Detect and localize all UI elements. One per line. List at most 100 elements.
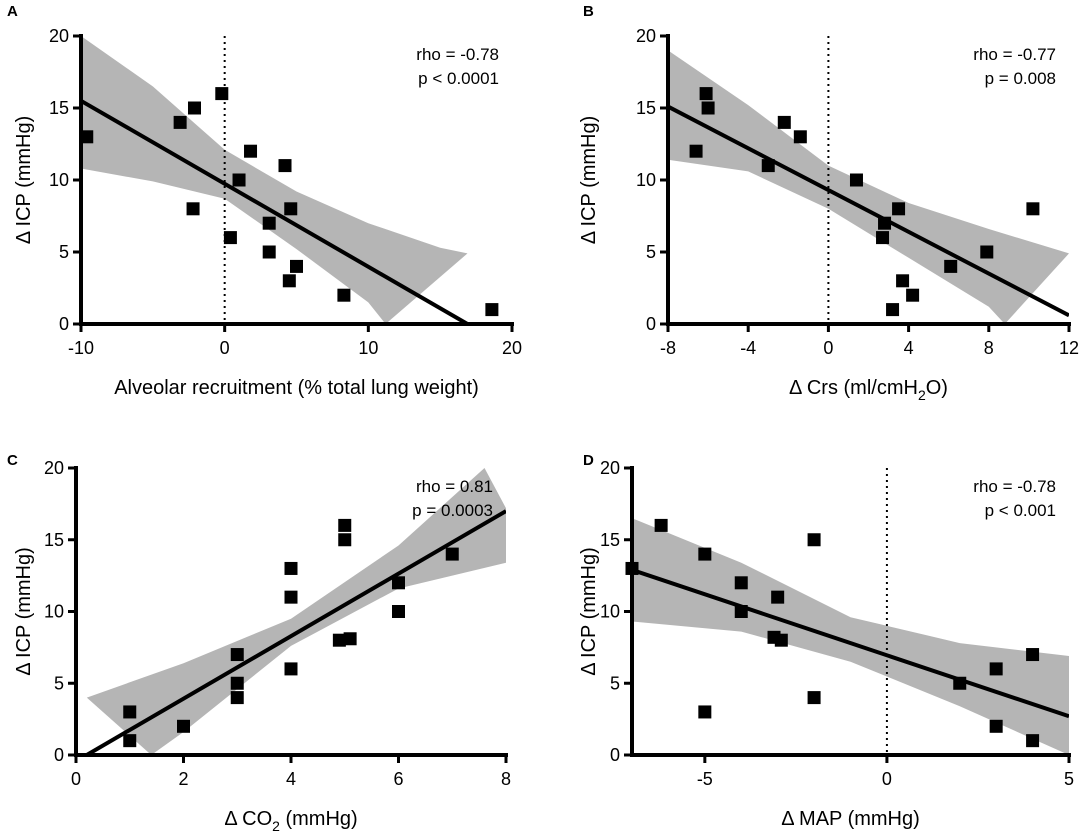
y-tick-label: 0 <box>59 314 69 334</box>
y-tick-label: 15 <box>636 98 656 118</box>
y-tick-label: 15 <box>49 98 69 118</box>
regression-line <box>85 509 506 755</box>
y-tick-label: 5 <box>54 673 64 693</box>
panel-label: A <box>7 3 18 20</box>
y-axis-label: Δ ICP (mmHg) <box>578 116 600 245</box>
data-point <box>1026 734 1040 748</box>
x-tick-label: -5 <box>697 769 713 789</box>
data-point <box>338 518 352 532</box>
regression-line <box>668 104 1069 318</box>
data-point <box>774 633 788 647</box>
data-point <box>807 533 821 547</box>
x-tick-label: 2 <box>178 769 188 789</box>
panel-label: B <box>583 3 594 20</box>
confidence-band <box>81 36 468 324</box>
x-axis-label: Δ CO2 (mmHg) <box>224 808 357 834</box>
data-point <box>262 245 276 259</box>
data-point <box>485 303 499 317</box>
data-point <box>849 173 863 187</box>
x-tick-label: 10 <box>358 338 378 358</box>
x-tick-label: 20 <box>502 338 522 358</box>
data-point <box>284 590 298 604</box>
y-tick-label: 10 <box>49 170 69 190</box>
data-point <box>878 216 892 230</box>
y-axis-label: Δ ICP (mmHg) <box>578 547 600 676</box>
x-tick-label: 8 <box>501 769 511 789</box>
data-point <box>284 561 298 575</box>
y-tick-label: 15 <box>44 530 64 550</box>
data-point <box>232 173 246 187</box>
stat-annotation: p = 0.0003 <box>412 501 493 520</box>
data-point <box>187 101 201 115</box>
data-point <box>186 202 200 216</box>
data-point <box>807 691 821 705</box>
data-point <box>392 605 405 618</box>
data-point <box>777 115 791 129</box>
x-tick-label: 12 <box>1059 338 1079 358</box>
x-tick-label: 0 <box>823 338 833 358</box>
data-point <box>80 130 94 144</box>
data-point <box>793 130 807 144</box>
data-point <box>953 676 967 690</box>
data-point <box>123 734 137 748</box>
y-tick-label: 20 <box>44 458 64 478</box>
data-point <box>337 288 351 302</box>
x-tick-label: 8 <box>984 338 994 358</box>
data-point <box>892 202 906 216</box>
data-point <box>944 259 958 273</box>
data-point <box>886 303 900 317</box>
confidence-band <box>86 468 506 755</box>
data-point <box>698 547 712 561</box>
y-tick-label: 15 <box>600 530 620 550</box>
stat-annotation: p < 0.0001 <box>418 69 499 88</box>
data-point <box>173 115 187 129</box>
confidence-band <box>668 50 1069 324</box>
data-point <box>284 662 298 676</box>
regression-line <box>81 99 469 324</box>
x-tick-label: 0 <box>220 338 230 358</box>
y-tick-label: 5 <box>610 673 620 693</box>
data-point <box>625 561 639 575</box>
stat-annotation: rho = -0.77 <box>973 45 1056 64</box>
data-point <box>332 633 346 647</box>
data-point <box>906 288 920 302</box>
y-axis-label: Δ ICP (mmHg) <box>13 116 35 245</box>
data-point <box>761 159 775 173</box>
data-point <box>896 274 910 288</box>
y-axis-label: Δ ICP (mmHg) <box>13 547 35 676</box>
confidence-band <box>632 518 1069 755</box>
data-point <box>1026 202 1040 216</box>
data-point <box>699 87 713 101</box>
y-tick-label: 5 <box>646 242 656 262</box>
y-tick-label: 0 <box>610 745 620 765</box>
data-point <box>244 144 258 158</box>
y-tick-label: 10 <box>636 170 656 190</box>
x-tick-label: 0 <box>882 769 892 789</box>
data-point <box>771 590 785 604</box>
y-tick-label: 20 <box>600 458 620 478</box>
data-point <box>262 216 276 230</box>
data-point <box>282 274 296 288</box>
y-tick-label: 20 <box>636 26 656 46</box>
data-point <box>338 533 352 547</box>
x-tick-label: 4 <box>904 338 914 358</box>
data-point <box>734 605 748 618</box>
data-point <box>989 719 1003 733</box>
data-point <box>392 576 405 590</box>
stat-annotation: rho = -0.78 <box>416 45 499 64</box>
data-point <box>177 719 190 733</box>
data-point <box>230 648 244 662</box>
x-tick-label: -10 <box>68 338 94 358</box>
panel-label: D <box>583 452 594 469</box>
x-tick-label: 0 <box>71 769 81 789</box>
y-tick-label: 0 <box>646 314 656 334</box>
data-point <box>343 632 357 646</box>
data-point <box>701 101 715 115</box>
data-point <box>290 259 303 273</box>
data-point <box>223 231 237 245</box>
x-axis-label: Δ Crs (ml/cmH2O) <box>789 377 948 403</box>
